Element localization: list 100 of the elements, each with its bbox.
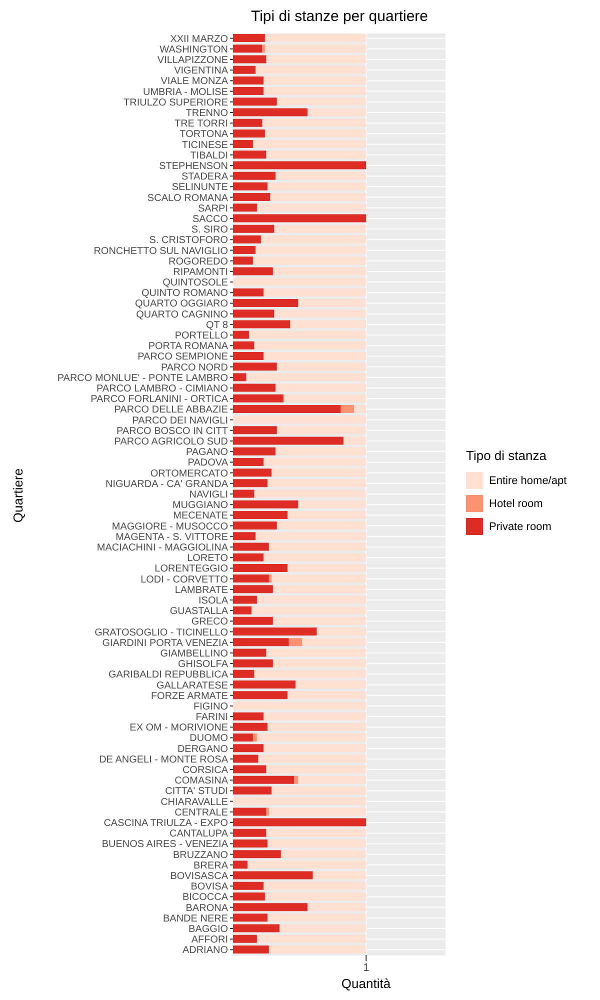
bar xyxy=(266,828,366,837)
bar xyxy=(233,384,276,392)
bar xyxy=(233,172,276,180)
y-tick-label: QUARTO CAGNINO xyxy=(136,309,228,320)
bar xyxy=(233,744,264,752)
y-tick-label: QUINTOSOLE xyxy=(162,278,228,289)
bar xyxy=(233,670,254,678)
bar xyxy=(252,256,366,265)
y-tick-label: CORSICA xyxy=(182,765,228,776)
bar xyxy=(276,447,366,456)
y-tick-label: BRERA xyxy=(194,860,228,872)
y-tick-label: GIARDINI PORTA VENEZIA xyxy=(102,638,228,649)
y-tick-label: PARCO NORD xyxy=(160,362,228,374)
y-tick-label: TIBALDI xyxy=(190,150,228,162)
bar xyxy=(272,786,366,794)
bar xyxy=(256,66,366,74)
y-tick-label: TRENNO xyxy=(186,108,228,119)
y-tick-label: GRECO xyxy=(191,616,228,628)
bar xyxy=(268,182,366,190)
bar xyxy=(233,66,256,74)
bar xyxy=(264,34,366,42)
bar xyxy=(264,129,366,138)
bar xyxy=(233,468,272,477)
bar xyxy=(264,744,366,752)
bar xyxy=(233,310,274,318)
bar xyxy=(272,574,366,583)
y-tick-label: LODI - CORVETTO xyxy=(140,574,228,586)
y-tick-label: ORTOMERCATO xyxy=(150,468,228,480)
bar xyxy=(290,320,366,328)
bar xyxy=(233,776,294,784)
bar xyxy=(262,44,265,53)
bar xyxy=(272,468,366,477)
y-tick-label: WASHINGTON xyxy=(160,44,228,56)
bar xyxy=(233,596,257,604)
bar xyxy=(272,267,366,276)
y-tick-label: FORZE ARMATE xyxy=(150,690,228,702)
bar xyxy=(268,479,366,488)
bar xyxy=(308,108,366,116)
bar xyxy=(233,722,268,731)
bar xyxy=(264,288,366,296)
bar xyxy=(233,404,341,413)
bar xyxy=(233,278,366,286)
bar xyxy=(266,765,366,774)
bar xyxy=(233,500,298,508)
bar xyxy=(233,108,308,116)
bar xyxy=(233,182,268,190)
bar xyxy=(233,288,264,296)
bar xyxy=(268,808,366,816)
y-tick-label: QUARTO OGGIARO xyxy=(135,298,228,310)
bar xyxy=(233,564,288,572)
bar xyxy=(302,638,366,646)
bar xyxy=(233,320,290,328)
bar xyxy=(233,702,366,710)
bar xyxy=(256,734,366,742)
y-tick-label: SARPI xyxy=(198,203,228,214)
y-tick-label: PARCO SEMPIONE xyxy=(138,352,228,363)
bar xyxy=(233,224,274,233)
y-tick-label: QUINTO ROMANO xyxy=(142,288,228,300)
y-tick-label: FARINI xyxy=(196,712,228,724)
bar xyxy=(233,542,269,551)
bar xyxy=(233,214,366,222)
y-tick-label: UMBRIA - MOLISE xyxy=(142,86,228,98)
bar xyxy=(233,828,266,837)
y-tick-label: MECENATE xyxy=(173,510,228,522)
bar xyxy=(233,734,253,742)
bar xyxy=(264,882,366,890)
y-tick-label: GARIBALDI REPUBBLICA xyxy=(108,670,228,681)
y-tick-label: LAMBRATE xyxy=(174,584,228,596)
bar xyxy=(233,839,268,848)
bar xyxy=(276,384,366,392)
bar xyxy=(252,140,366,148)
bar xyxy=(233,510,288,519)
y-tick-label: NAVIGLI xyxy=(189,490,228,500)
y-tick-label: ADRIANO xyxy=(182,945,228,956)
y-tick-label: BARONA xyxy=(186,902,228,914)
bar xyxy=(233,362,277,371)
y-tick-label: MAGGIORE - MUSOCCO xyxy=(112,521,228,532)
legend-label: Hotel room xyxy=(489,498,543,510)
y-tick-label: PARCO BOSCO IN CITT xyxy=(116,426,228,437)
bar xyxy=(312,871,366,880)
y-tick-label: CITTA' STUDI xyxy=(165,786,228,798)
y-tick-label: VIALE MONZA xyxy=(160,76,228,88)
bar xyxy=(233,648,266,657)
bar xyxy=(233,416,366,424)
bar xyxy=(264,892,366,900)
y-tick-label: ROGOREDO xyxy=(168,256,228,268)
y-tick-label: BAGGIO xyxy=(188,924,228,936)
bar xyxy=(262,118,366,127)
y-tick-label: COMASINA xyxy=(174,776,228,787)
chart-title: Tipi di stanze per quartiere xyxy=(250,8,428,25)
bar xyxy=(266,55,366,64)
bar xyxy=(233,638,289,646)
y-tick-label: PARCO DELLE ABBAZIE xyxy=(114,404,228,416)
y-tick-label: STADERA xyxy=(182,172,228,183)
y-tick-label: TRE TORRI xyxy=(174,118,228,130)
bar xyxy=(233,522,277,530)
bar xyxy=(233,352,264,360)
bar xyxy=(280,850,366,858)
y-tick-label: XXII MARZO xyxy=(170,34,228,45)
bar xyxy=(233,585,273,594)
